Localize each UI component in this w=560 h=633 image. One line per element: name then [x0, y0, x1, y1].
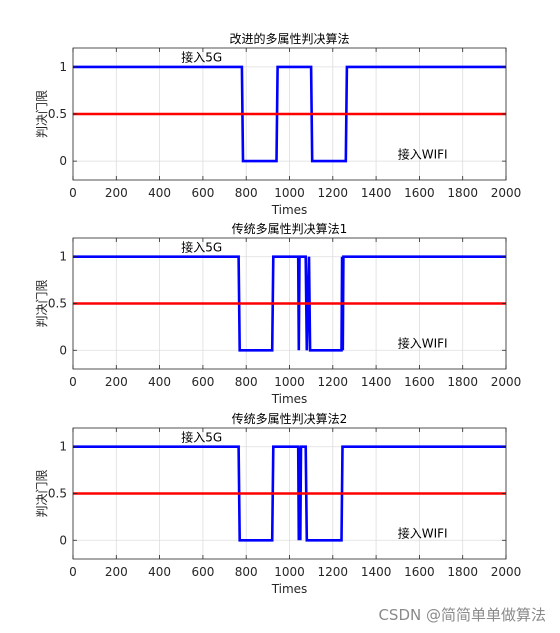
y-tick-label: 0 [59, 343, 67, 357]
x-tick-label: 800 [235, 565, 258, 579]
x-tick-label: 1200 [318, 375, 349, 389]
x-tick-label: 1000 [274, 186, 305, 200]
x-tick-label: 600 [191, 375, 214, 389]
y-tick-label: 1 [59, 250, 67, 264]
annotation-label: 接入5G [181, 429, 222, 444]
x-tick-label: 800 [235, 375, 258, 389]
x-tick-label: 600 [191, 186, 214, 200]
chart-title: 改进的多属性判决算法 [229, 31, 349, 46]
y-tick-label: 1 [59, 440, 67, 454]
x-tick-label: 1600 [404, 375, 435, 389]
x-tick-label: 1600 [404, 565, 435, 579]
y-axis-label: 判决门限 [34, 469, 49, 517]
x-tick-label: 1800 [447, 186, 478, 200]
x-tick-label: 800 [235, 186, 258, 200]
x-tick-label: 400 [148, 186, 171, 200]
x-tick-label: 1400 [361, 186, 392, 200]
x-tick-label: 1800 [447, 375, 478, 389]
x-tick-label: 1400 [361, 375, 392, 389]
x-axis-label: Times [271, 582, 308, 596]
x-tick-label: 400 [148, 375, 171, 389]
x-tick-label: 200 [105, 375, 128, 389]
x-tick-label: 600 [191, 565, 214, 579]
y-tick-label: 0.5 [48, 107, 67, 121]
x-tick-label: 200 [105, 186, 128, 200]
decision-line [73, 445, 506, 542]
y-tick-label: 0.5 [48, 297, 67, 311]
x-tick-label: 400 [148, 565, 171, 579]
y-axis-label: 判决门限 [34, 279, 49, 327]
y-tick-label: 0 [59, 154, 67, 168]
x-tick-label: 2000 [491, 565, 522, 579]
x-tick-label: 1800 [447, 565, 478, 579]
annotation-label: 接入5G [181, 49, 222, 64]
x-tick-label: 0 [69, 186, 77, 200]
x-tick-label: 1000 [274, 375, 305, 389]
x-axis-label: Times [271, 203, 308, 217]
annotation-label: 接入5G [181, 239, 222, 254]
annotation-label: 接入WIFI [398, 526, 448, 541]
y-tick-label: 0 [59, 533, 67, 547]
annotation-label: 接入WIFI [398, 147, 448, 162]
x-tick-label: 0 [69, 375, 77, 389]
y-axis-label: 判决门限 [34, 90, 49, 138]
y-tick-label: 0.5 [48, 487, 67, 501]
x-tick-label: 1200 [318, 565, 349, 579]
x-tick-label: 0 [69, 565, 77, 579]
x-tick-label: 1000 [274, 565, 305, 579]
annotation-label: 接入WIFI [398, 336, 448, 351]
x-tick-label: 200 [105, 565, 128, 579]
x-tick-label: 1200 [318, 186, 349, 200]
y-tick-label: 1 [59, 60, 67, 74]
x-tick-label: 2000 [491, 375, 522, 389]
x-tick-label: 1400 [361, 565, 392, 579]
x-tick-label: 1600 [404, 186, 435, 200]
x-tick-label: 2000 [491, 186, 522, 200]
x-axis-label: Times [271, 392, 308, 406]
chart-title: 传统多属性判决算法2 [232, 411, 348, 426]
chart-title: 传统多属性判决算法1 [232, 221, 348, 236]
watermark: CSDN @简简单单做算法 [378, 606, 546, 624]
